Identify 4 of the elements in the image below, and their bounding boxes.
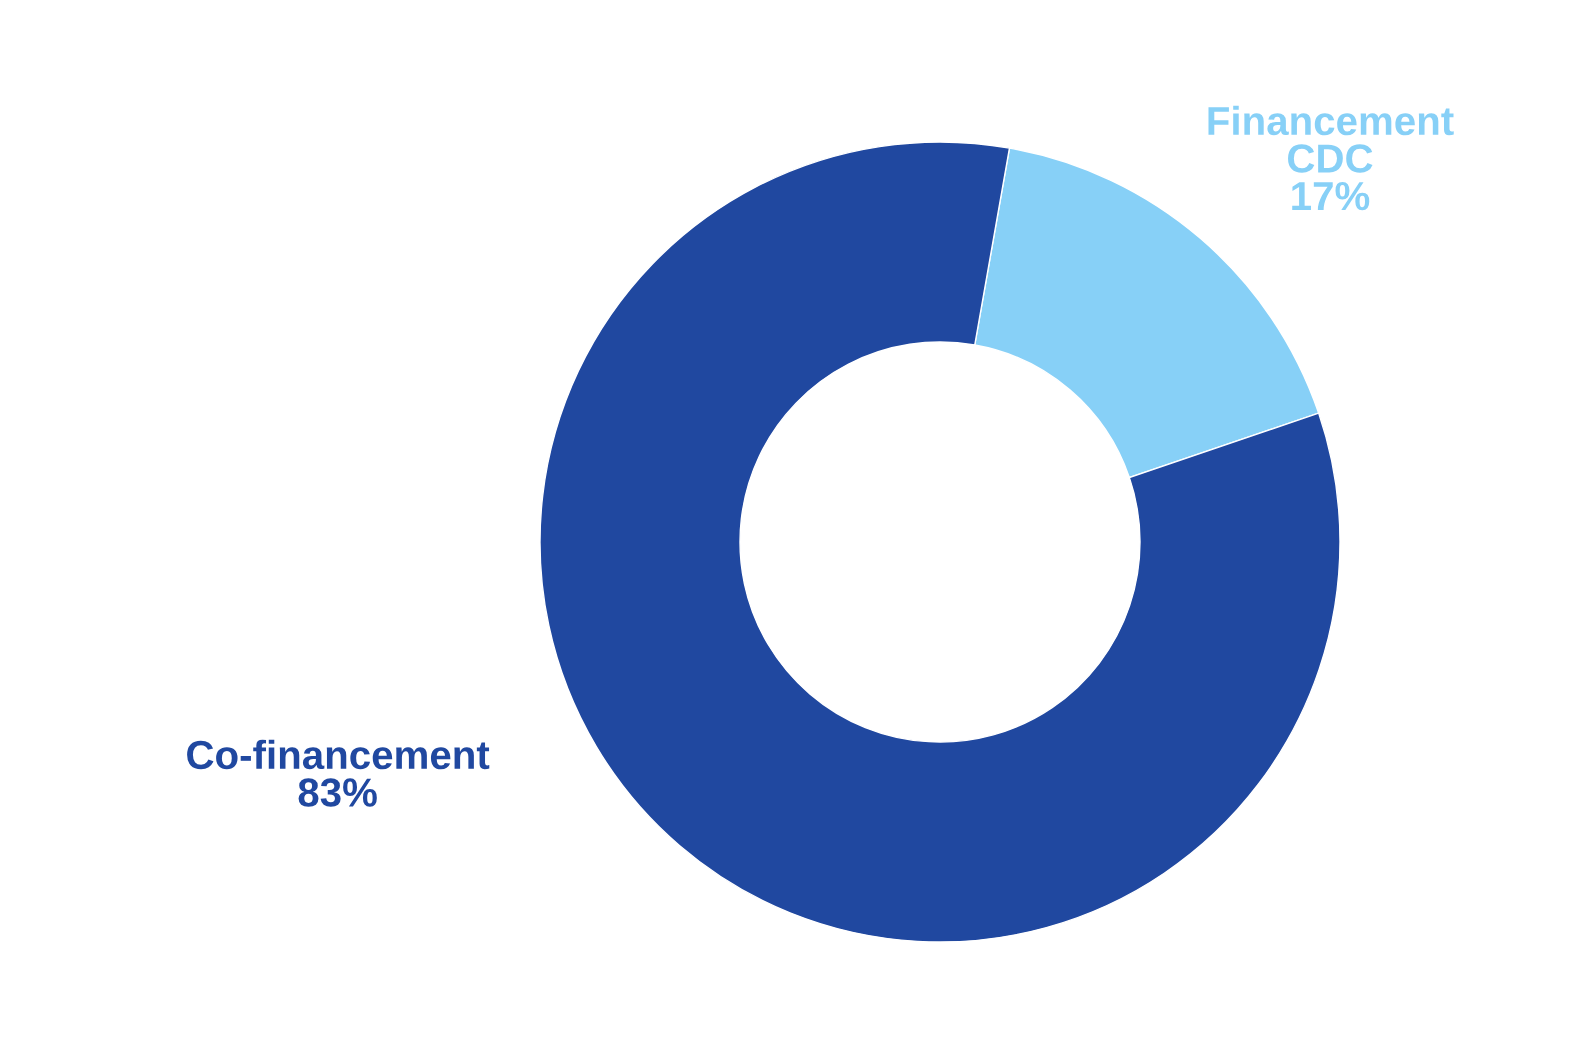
slice-label: Co-financement	[187, 739, 490, 770]
data-label: 83%	[298, 778, 377, 807]
slice-label: Financement CDC	[1208, 105, 1454, 173]
data-label: 17%	[1292, 181, 1370, 211]
